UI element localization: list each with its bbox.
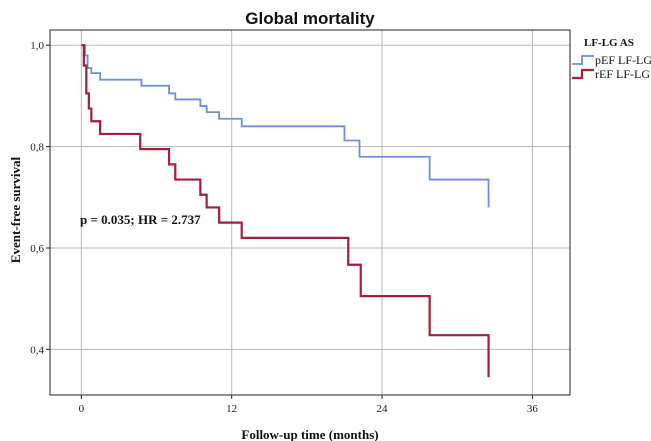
legend-label: pEF LF-LG [595,53,651,67]
series-lines [81,44,490,378]
x-tick-label: 24 [377,403,389,415]
p-value-annotation: p = 0.035; HR = 2.737 [80,212,201,227]
chart-title: Global mortality [245,9,375,28]
x-tick-label: 12 [226,403,237,415]
y-tick-label: 0,4 [30,344,44,356]
legend-title: LF-LG AS [584,37,634,49]
y-tick-label: 0,6 [30,243,44,255]
survival-curve-ref [81,44,490,378]
x-tick-label: 36 [527,403,539,415]
legend-label: rEF LF-LG [595,67,650,81]
grid-lines [50,30,570,395]
plot-frame [49,29,571,396]
y-tick-label: 1,0 [30,40,44,52]
axis-ticks: 0 12 24 36 0,4 0,6 0,8 1,0 [30,40,538,415]
legend-swatch [572,55,594,65]
survival-curve-pef [81,44,490,208]
y-tick-label: 0,8 [30,142,44,154]
y-axis-label: Event-free survival [8,156,23,263]
x-axis-label: Follow-up time (months) [241,427,378,441]
x-tick-label: 0 [79,403,85,415]
legend-swatch [572,68,594,80]
